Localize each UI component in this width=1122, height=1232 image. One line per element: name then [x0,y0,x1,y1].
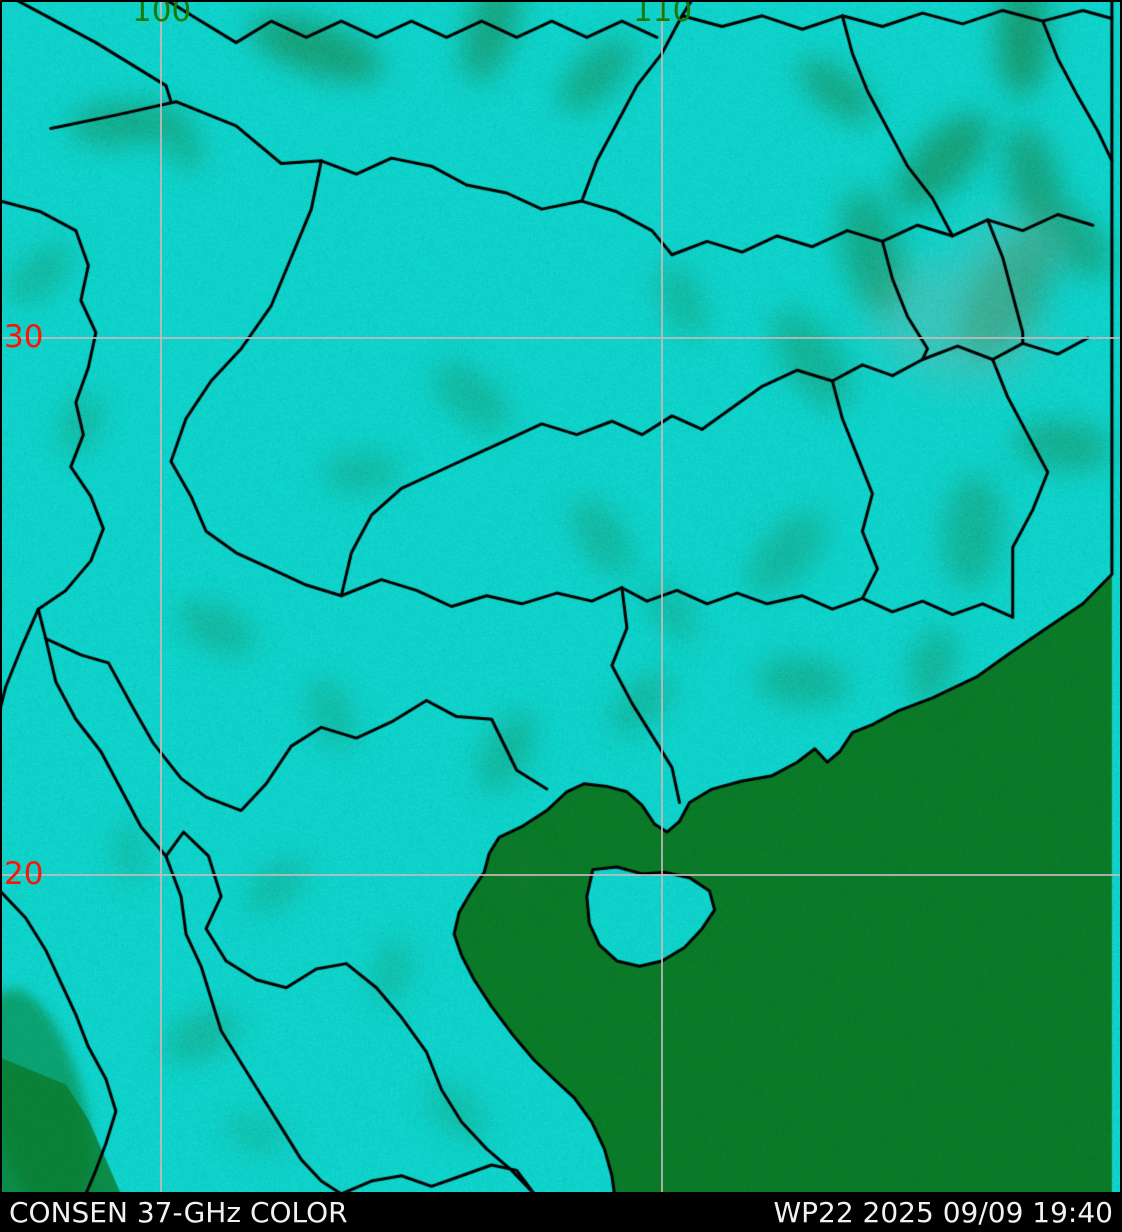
lon-label-110: 110 [633,0,693,29]
satellite-map[interactable]: 100 110 30 20 [0,0,1122,1194]
microwave-imagery-canvas[interactable] [0,0,1122,1194]
storm-timestamp: WP22 2025 09/09 19:40 [773,1196,1113,1229]
product-label: CONSEN 37-GHz COLOR [9,1196,348,1229]
lon-label-100: 100 [132,0,192,29]
lat-label-30: 30 [4,319,44,355]
caption-bar: CONSEN 37-GHz COLOR WP22 2025 09/09 19:4… [0,1194,1122,1232]
lat-label-20: 20 [4,856,44,892]
